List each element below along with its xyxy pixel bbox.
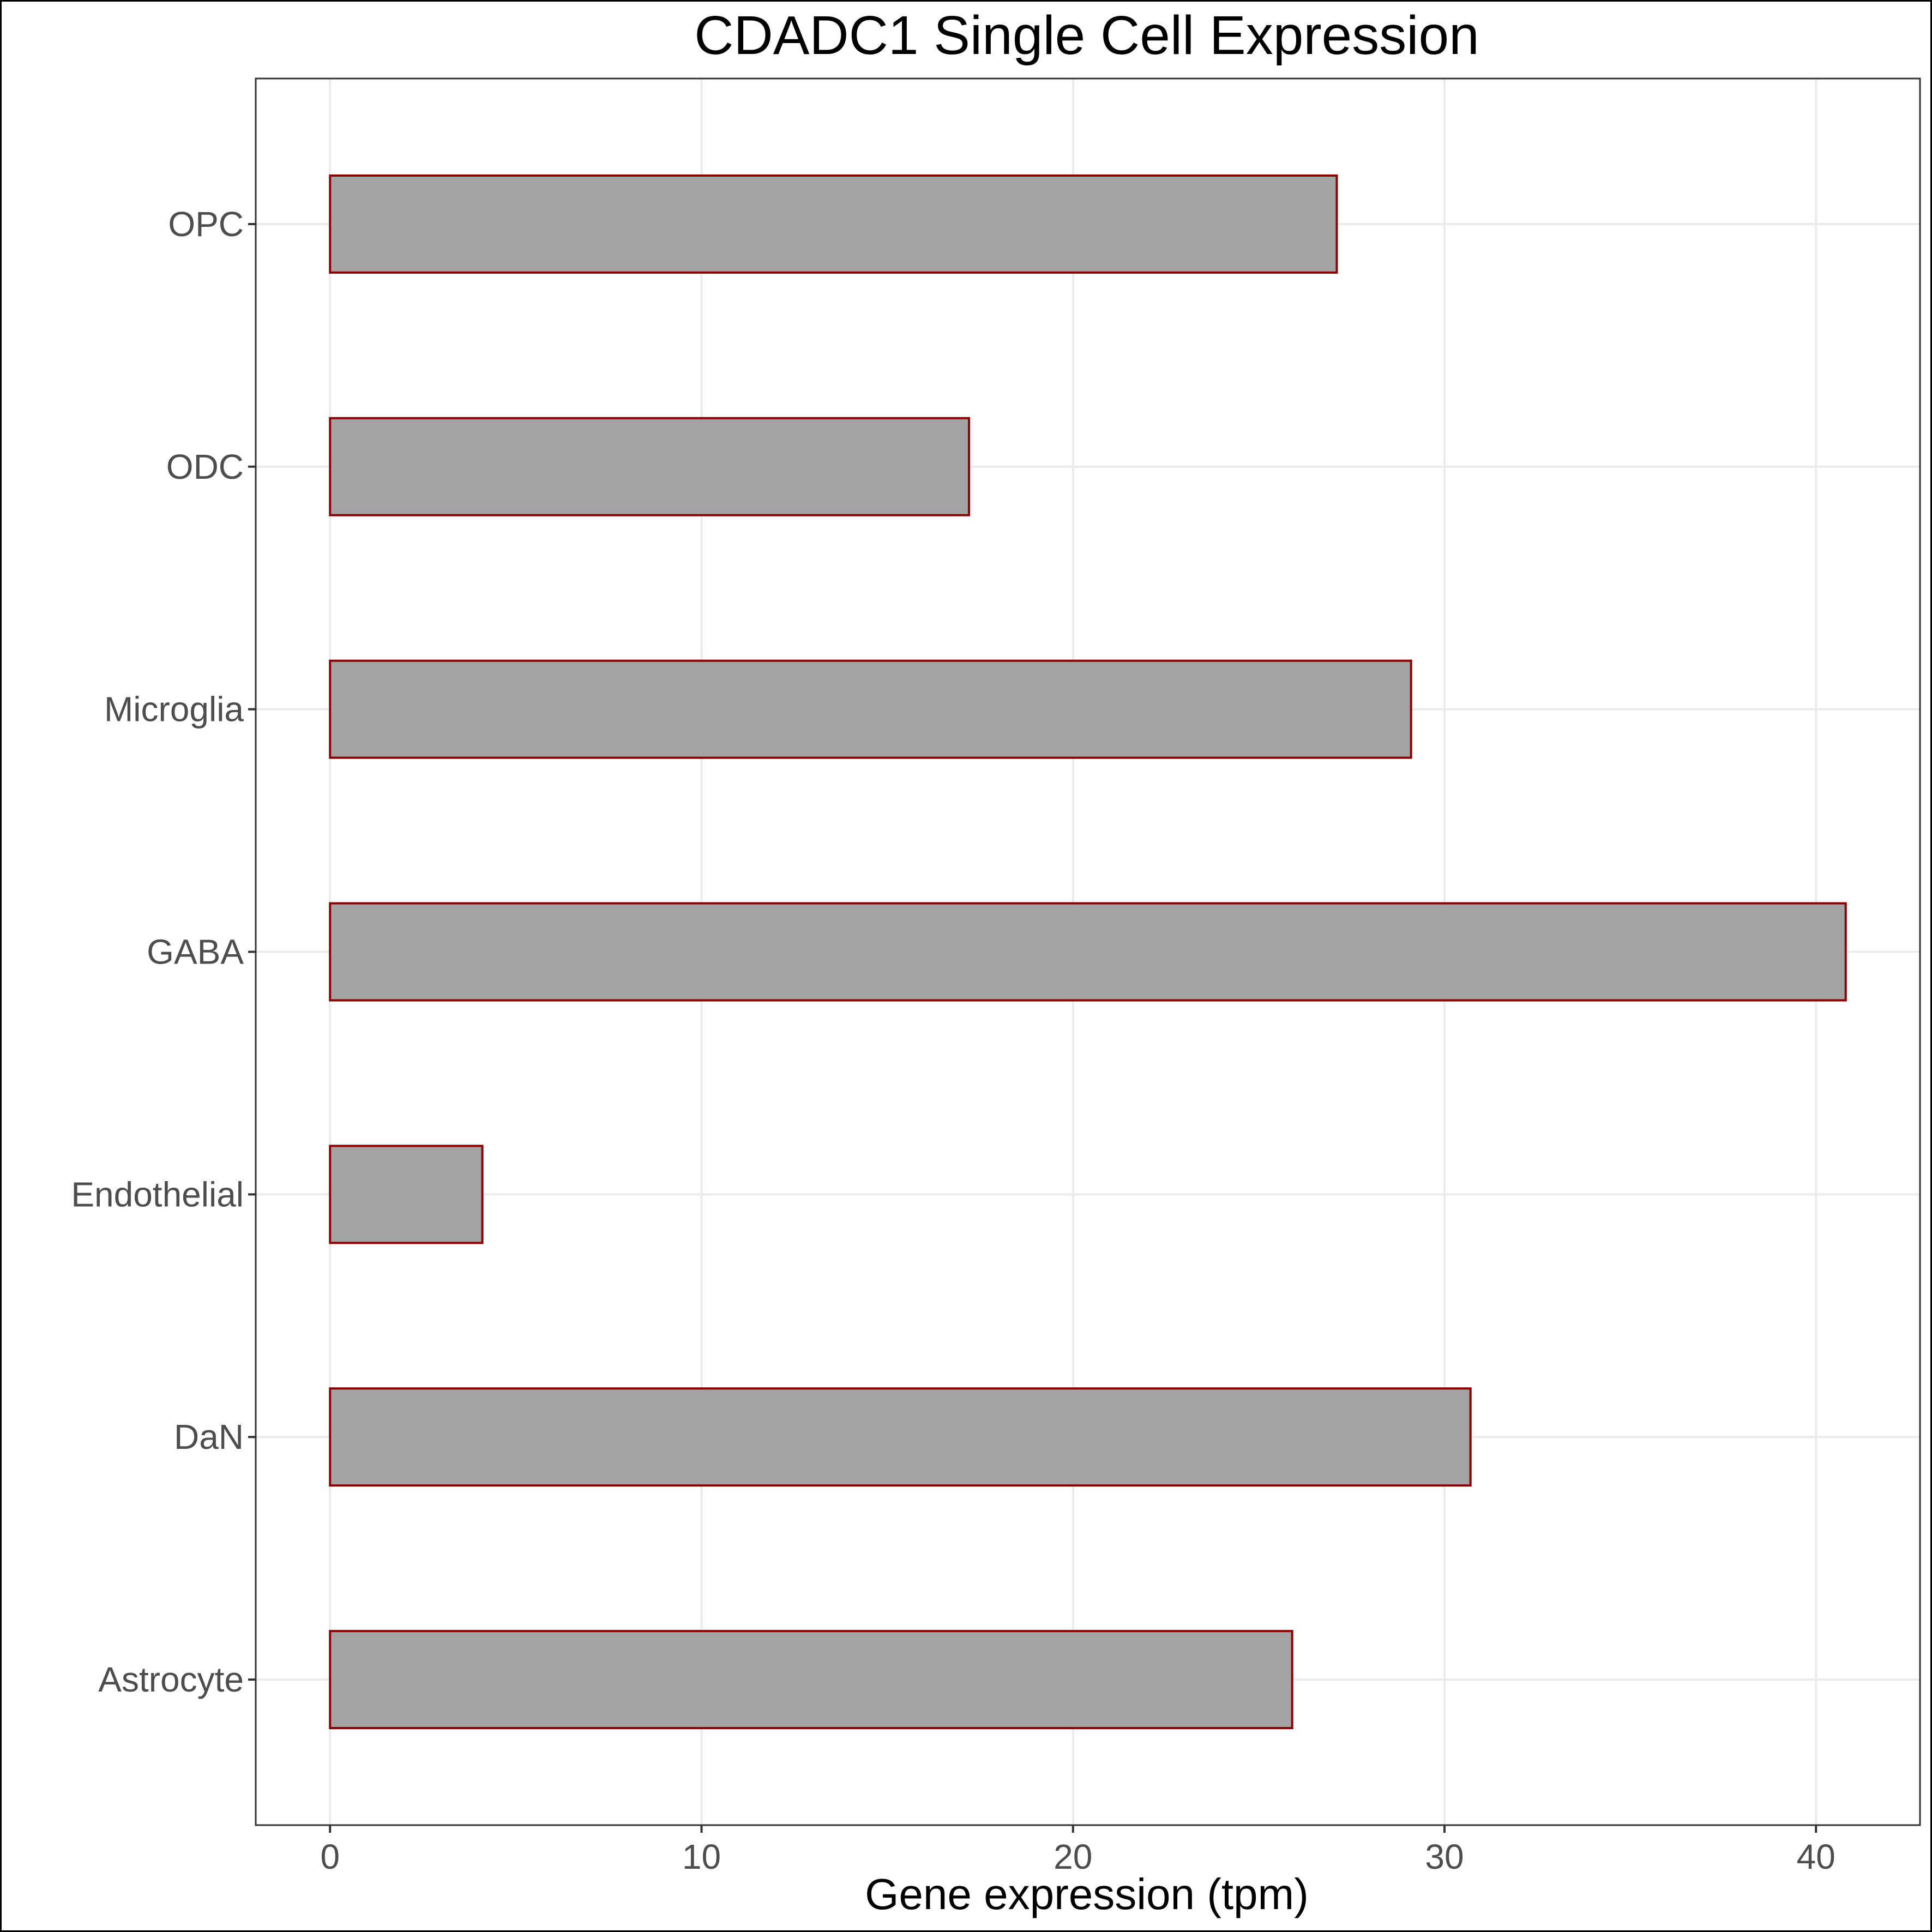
bar-astrocyte [329, 1630, 1293, 1730]
plot-panel-border [255, 77, 1921, 1826]
y-tick-label: Microglia [104, 690, 244, 729]
bar-dan [329, 1387, 1472, 1487]
x-tick-label: 0 [320, 1837, 340, 1876]
y-tick-label: Astrocyte [98, 1660, 244, 1699]
bar-gaba [329, 902, 1847, 1002]
y-tick-label: OPC [168, 204, 244, 244]
y-tick-label: ODC [166, 447, 244, 486]
y-tick-label: GABA [147, 932, 244, 972]
y-tick-label: Endothelial [71, 1175, 244, 1214]
x-tick-label: 40 [1797, 1837, 1835, 1876]
x-tick-label: 30 [1425, 1837, 1464, 1876]
bars-layer [329, 174, 1847, 1730]
bar-endothelial [329, 1145, 484, 1244]
bar-odc [329, 417, 970, 516]
chart-title: CDADC1 Single Cell Expression [694, 5, 1479, 66]
bar-microglia [329, 659, 1412, 759]
x-tick-label: 10 [682, 1837, 721, 1876]
bar-opc [329, 174, 1338, 274]
x-axis-title: Gene expression (tpm) [865, 1870, 1309, 1918]
x-tick-label: 20 [1054, 1837, 1092, 1876]
axis-layer: 0 10 20 30 40 Astrocyte DaN Endothelial GABA Micr… [71, 204, 1835, 1876]
y-tick-label: DaN [174, 1417, 244, 1456]
